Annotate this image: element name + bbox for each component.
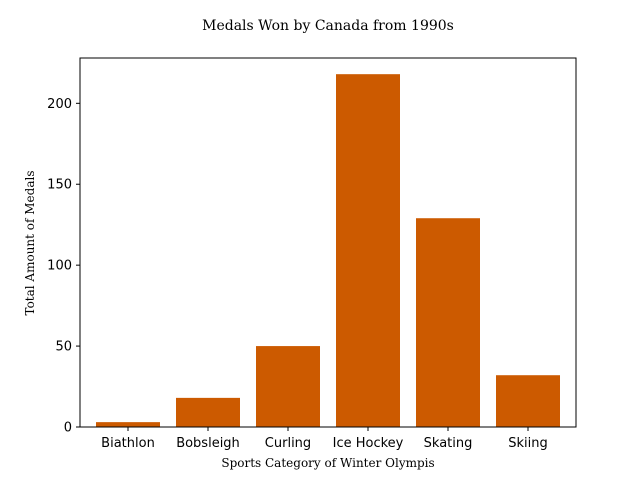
bar-skating <box>416 218 480 427</box>
x-tick-label: Bobsleigh <box>176 436 240 451</box>
chart-title: Medals Won by Canada from 1990s <box>202 18 454 34</box>
y-tick-label: 0 <box>64 421 72 436</box>
plot-frame <box>79 57 577 428</box>
bar-biathlon <box>96 422 160 427</box>
bar-bobsleigh <box>176 397 240 427</box>
x-tick-label: Skiing <box>508 436 548 451</box>
x-tick-label: Biathlon <box>101 436 155 451</box>
bar-ice-hockey <box>336 74 400 428</box>
x-axis-label: Sports Category of Winter Olympis <box>221 456 434 470</box>
y-tick-label: 100 <box>47 259 72 274</box>
plot-area: 0 50 100 150 200 Biathlon Bobsleigh Curling Ice … <box>47 57 577 451</box>
x-tick-label: Ice Hockey <box>333 436 404 451</box>
x-tick-label: Skating <box>424 436 473 451</box>
y-tick-label: 200 <box>47 97 72 112</box>
bar-skiing <box>496 375 560 427</box>
y-tick-label: 50 <box>55 340 72 355</box>
y-axis-label: Total Amount of Medals <box>23 171 37 316</box>
x-tick-label: Curling <box>265 436 311 451</box>
y-tick-label: 150 <box>47 178 72 193</box>
bar-curling <box>256 346 320 427</box>
